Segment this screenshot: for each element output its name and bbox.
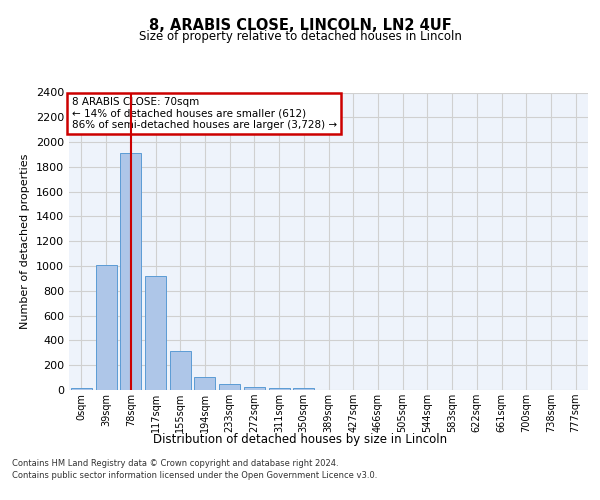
Bar [293,388,314,390]
Bar [71,388,92,390]
Bar [219,384,240,390]
Bar [244,386,265,390]
Text: 8 ARABIS CLOSE: 70sqm
← 14% of detached houses are smaller (612)
86% of semi-det: 8 ARABIS CLOSE: 70sqm ← 14% of detached … [71,97,337,130]
Text: Contains HM Land Registry data © Crown copyright and database right 2024.: Contains HM Land Registry data © Crown c… [12,458,338,468]
Text: 8, ARABIS CLOSE, LINCOLN, LN2 4UF: 8, ARABIS CLOSE, LINCOLN, LN2 4UF [149,18,451,32]
Y-axis label: Number of detached properties: Number of detached properties [20,154,31,329]
Bar [95,265,116,390]
Bar [170,351,191,390]
Bar [269,388,290,390]
Bar [145,276,166,390]
Text: Contains public sector information licensed under the Open Government Licence v3: Contains public sector information licen… [12,471,377,480]
Text: Distribution of detached houses by size in Lincoln: Distribution of detached houses by size … [153,432,447,446]
Text: Size of property relative to detached houses in Lincoln: Size of property relative to detached ho… [139,30,461,43]
Bar [194,377,215,390]
Bar [120,153,141,390]
